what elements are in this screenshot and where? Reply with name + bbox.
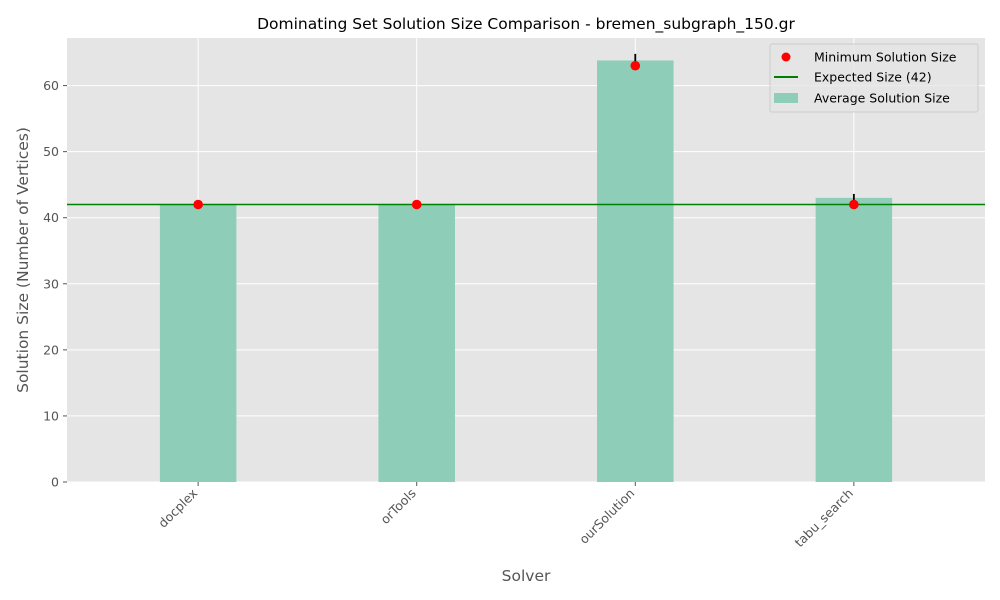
x-tick-label: orTools [377,486,418,527]
bar-docplex [159,204,237,482]
x-tick-label: ourSolution [576,486,637,547]
legend-marker-average [774,93,798,103]
chart-title: Dominating Set Solution Size Comparison … [257,15,795,34]
y-tick-label: 10 [43,408,59,423]
x-tick-label: docplex [155,486,200,531]
y-tick-label: 60 [43,78,59,93]
y-tick-label: 0 [51,475,59,490]
legend-label-average: Average Solution Size [814,91,950,106]
min-point-orTools [411,199,422,210]
y-tick-label: 50 [43,144,59,159]
legend-box [769,43,979,113]
min-point-tabu_search [849,199,859,210]
y-tick-label: 30 [43,276,59,291]
y-axis-ticks: 0 10 20 30 40 50 60 [43,78,67,490]
bar-ourSolution [597,60,674,482]
x-axis-ticks: docplex orTools ourSolution tabu_search [155,482,856,550]
legend-label-expected: Expected Size (42) [814,70,932,85]
x-tick-label: tabu_search [791,486,855,550]
x-axis-label: Solver [502,567,551,585]
bar-tabu_search [815,197,893,482]
bars [159,60,893,482]
y-axis-label: Solution Size (Number of Vertices) [14,127,32,393]
y-tick-label: 40 [43,210,59,225]
min-point-ourSolution [630,60,641,71]
min-point-docplex [193,199,203,210]
minimum-points [193,60,859,210]
legend-label-minimum: Minimum Solution Size [814,50,957,65]
legend: Minimum Solution Size Expected Size (42)… [769,43,979,113]
bar-orTools [378,204,455,482]
y-tick-label: 20 [43,342,59,357]
legend-marker-minimum [781,52,791,62]
